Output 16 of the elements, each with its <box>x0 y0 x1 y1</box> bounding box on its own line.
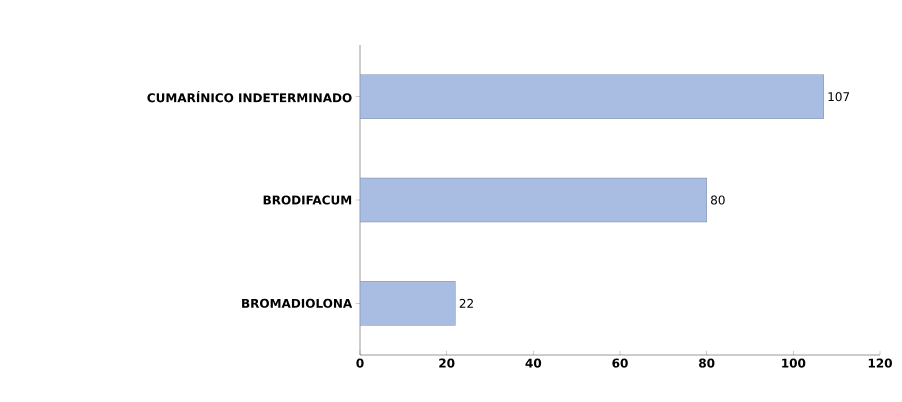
x-tick-label: 60 <box>612 358 628 368</box>
x-tick-label: 20 <box>439 358 454 368</box>
bar <box>360 281 456 326</box>
y-tick-label: CUMARÍNICO INDETERMINADO <box>147 91 352 102</box>
bar <box>360 74 824 119</box>
data-label: 80 <box>711 195 725 205</box>
x-tick-label: 0 <box>356 358 364 368</box>
x-tick-label: 120 <box>868 358 892 368</box>
data-label: 107 <box>828 92 850 102</box>
y-tick-label: BRODIFACUM <box>264 195 352 205</box>
y-tick-label: BROMADIOLONA <box>242 298 352 308</box>
x-tick-label: 80 <box>699 358 714 368</box>
bar <box>360 178 707 222</box>
x-tick-label: 100 <box>782 358 806 368</box>
x-tick-label: 40 <box>526 358 542 368</box>
data-label: 22 <box>460 298 473 308</box>
